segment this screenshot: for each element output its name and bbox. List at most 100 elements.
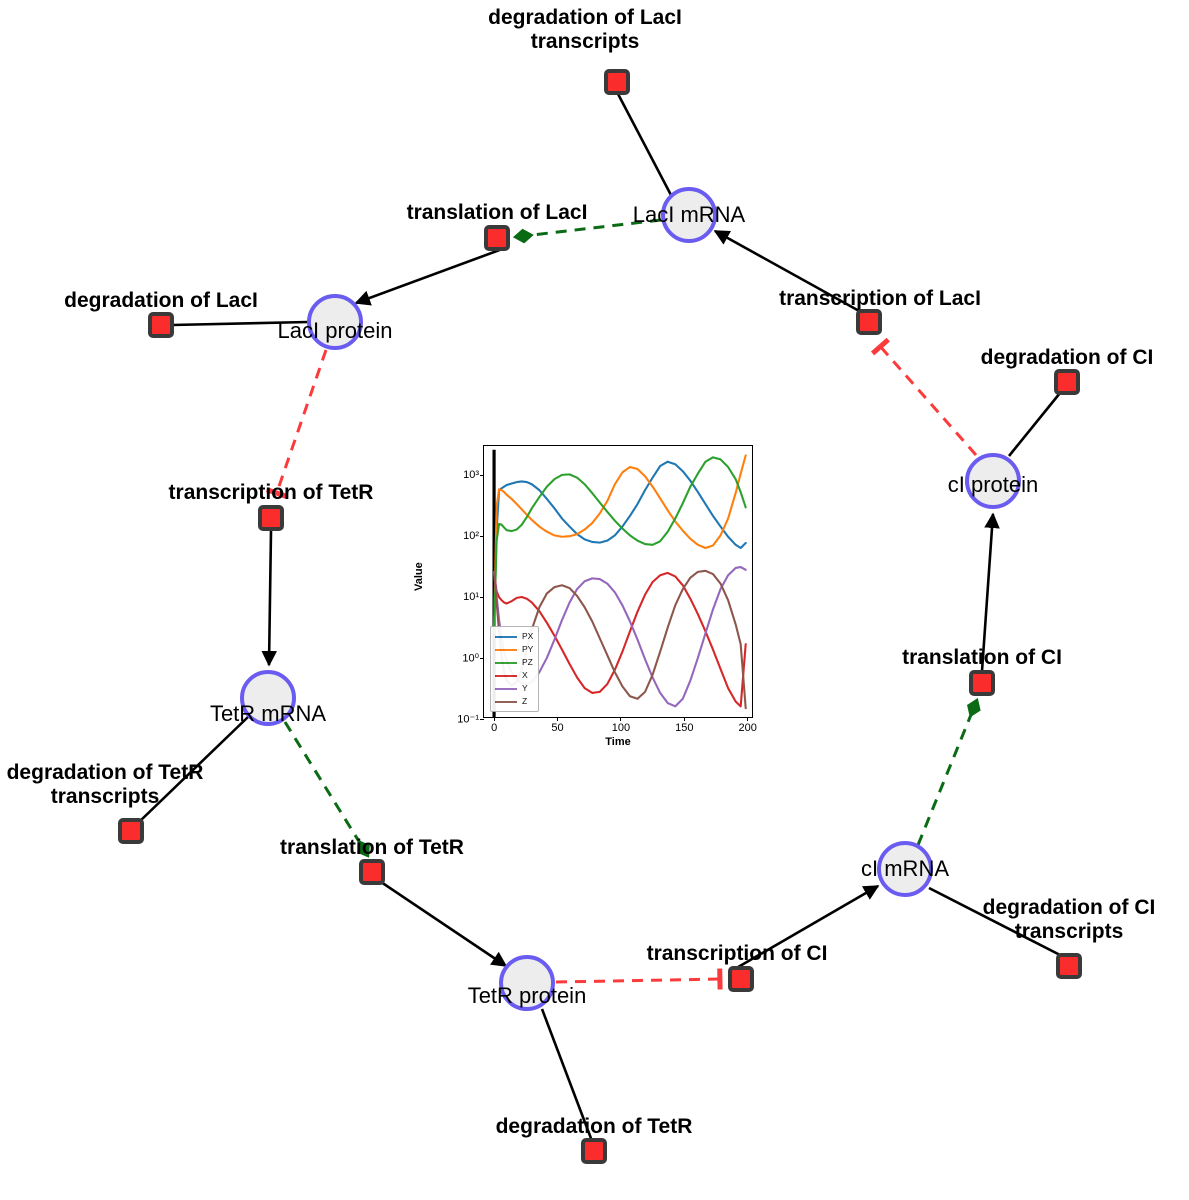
edge-degradation-tetr <box>540 1008 594 1142</box>
chart-x-axis-label: Time <box>605 736 631 748</box>
edge-transcription-laci-to-mrna <box>713 229 862 314</box>
reaction-label-degradation-ci-transcripts: degradation of CI transcripts <box>982 895 1156 943</box>
chart-x-tick: 50 <box>551 722 564 734</box>
chart-legend-swatch <box>495 700 517 703</box>
reaction-node-transcription-ci[interactable] <box>728 966 754 992</box>
chart-legend-label: Z <box>522 696 528 707</box>
chart-legend-swatch <box>495 635 517 638</box>
species-node-tetr-protein[interactable] <box>499 955 555 1011</box>
reaction-label-degradation-ci: degradation of CI <box>980 345 1154 369</box>
chart-legend-item: PX <box>495 630 533 643</box>
edge-degradation-ci <box>1007 392 1062 457</box>
reaction-node-degradation-laci[interactable] <box>148 312 174 338</box>
reaction-label-transcription-ci: transcription of CI <box>646 941 828 965</box>
chart-x-tick: 200 <box>738 722 757 734</box>
chart-x-tickmark <box>747 717 749 721</box>
chart-legend-swatch <box>495 687 517 690</box>
chart-legend-label: X <box>522 670 528 681</box>
edge-group-catalysis <box>283 218 981 858</box>
reaction-label-degradation-tetr-transcripts: degradation of TetR transcripts <box>6 760 204 808</box>
edge-translation-ci-to-protein <box>980 512 1000 672</box>
reaction-node-transcription-tetr[interactable] <box>258 505 284 531</box>
chart-plot-area: 10⁻¹ 10⁰ 10¹ 10² 10³ 0 50 100 150 200 PX PY PZ X Y Z <box>457 445 757 734</box>
reaction-label-translation-ci: translation of CI <box>902 645 1062 669</box>
edge-transcription-tetr-to-mrna <box>261 530 278 667</box>
species-node-ci-protein[interactable] <box>965 453 1021 509</box>
species-node-ci-mrna[interactable] <box>877 841 933 897</box>
species-node-laci-protein[interactable] <box>307 294 363 350</box>
chart-x-tick: 0 <box>491 722 498 734</box>
chart-series-px <box>493 460 747 634</box>
chart-y-tickmark <box>480 718 484 720</box>
reaction-label-transcription-laci: transcription of LacI <box>779 286 981 310</box>
chart-legend-label: PY <box>522 644 534 655</box>
reaction-node-degradation-ci[interactable] <box>1054 369 1080 395</box>
edge-laci-inhibits-transcription-tetr <box>265 349 328 499</box>
reaction-node-translation-tetr[interactable] <box>359 859 385 885</box>
edge-tetr-inhibits-transcription-ci <box>555 968 723 990</box>
chart-x-tick: 100 <box>611 722 631 734</box>
reaction-label-degradation-laci-transcripts: degradation of LacI transcripts <box>488 5 682 53</box>
chart-legend-item: Y <box>495 682 533 695</box>
reaction-node-degradation-laci-transcripts[interactable] <box>604 69 630 95</box>
chart-x-tick: 150 <box>675 722 694 734</box>
chart-legend-swatch <box>495 648 517 651</box>
chart-y-tick: 10² <box>463 530 479 543</box>
species-nodes-layer <box>240 187 1021 1011</box>
reaction-label-degradation-tetr: degradation of TetR <box>495 1114 693 1138</box>
chart-legend-swatch <box>495 674 517 677</box>
reaction-node-translation-ci[interactable] <box>969 670 995 696</box>
edge-degradation-laci <box>171 320 309 327</box>
chart-legend-item: PZ <box>495 656 533 669</box>
chart-y-tickmark <box>480 535 484 537</box>
chart-legend-item: X <box>495 669 533 682</box>
species-node-laci-mrna[interactable] <box>661 187 717 243</box>
reaction-label-translation-tetr: translation of TetR <box>280 835 464 859</box>
chart-x-tickmark <box>557 717 559 721</box>
edge-translation-tetr-to-protein <box>380 880 508 968</box>
edge-group-inhibition <box>265 337 978 990</box>
chart-y-tickmark <box>480 596 484 598</box>
chart-legend: PX PY PZ X Y Z <box>490 626 540 712</box>
reaction-node-degradation-tetr-transcripts[interactable] <box>118 818 144 844</box>
edge-degradation-ci-transcripts <box>928 886 1063 958</box>
chart-x-tickmark <box>493 717 495 721</box>
reaction-label-translation-laci: translation of LacI <box>406 200 588 224</box>
edge-translation-laci-to-protein <box>354 246 506 306</box>
edge-degradation-tetr-transcripts <box>138 716 249 823</box>
reaction-node-transcription-laci[interactable] <box>856 309 882 335</box>
edge-ci-inhibits-transcription-laci <box>870 337 978 456</box>
edge-transcription-ci-to-mrna <box>732 884 880 972</box>
chart-y-axis-label: Value <box>413 562 425 591</box>
chart-legend-label: PX <box>522 631 534 642</box>
chart-legend-item: PY <box>495 643 533 656</box>
chart-legend-label: Y <box>522 683 528 694</box>
inset-timecourse-chart: Value Time 10⁻¹ 10⁰ 10¹ 10² 10³ 0 50 100 150 200 … <box>413 438 766 758</box>
chart-series-py <box>493 454 747 634</box>
reaction-node-translation-laci[interactable] <box>484 225 510 251</box>
edge-degradation-laci-transcripts <box>615 91 674 198</box>
edge-group-production <box>261 229 1000 972</box>
chart-legend-item: Z <box>495 695 533 708</box>
edge-group-plain <box>138 91 1063 1142</box>
reaction-label-transcription-tetr: transcription of TetR <box>168 480 374 504</box>
chart-x-tickmark <box>620 717 622 721</box>
chart-series-x <box>493 570 747 708</box>
reaction-node-degradation-ci-transcripts[interactable] <box>1056 953 1082 979</box>
edge-ci-mrna-catalysis <box>916 698 981 846</box>
edge-laci-mrna-catalysis <box>512 218 662 244</box>
chart-y-tick: 10⁰ <box>462 652 479 665</box>
chart-y-tick: 10¹ <box>463 591 479 604</box>
chart-y-tick: 10³ <box>463 469 479 482</box>
edge-tetr-mrna-catalysis <box>283 721 370 858</box>
species-node-tetr-mrna[interactable] <box>240 670 296 726</box>
chart-legend-label: PZ <box>522 657 533 668</box>
reaction-label-degradation-laci: degradation of LacI <box>64 288 258 312</box>
reaction-node-degradation-tetr[interactable] <box>581 1138 607 1164</box>
chart-y-tickmark <box>480 657 484 659</box>
chart-series-pz <box>493 456 747 634</box>
chart-y-tickmark <box>480 474 484 476</box>
reaction-nodes-layer <box>118 69 1082 1164</box>
